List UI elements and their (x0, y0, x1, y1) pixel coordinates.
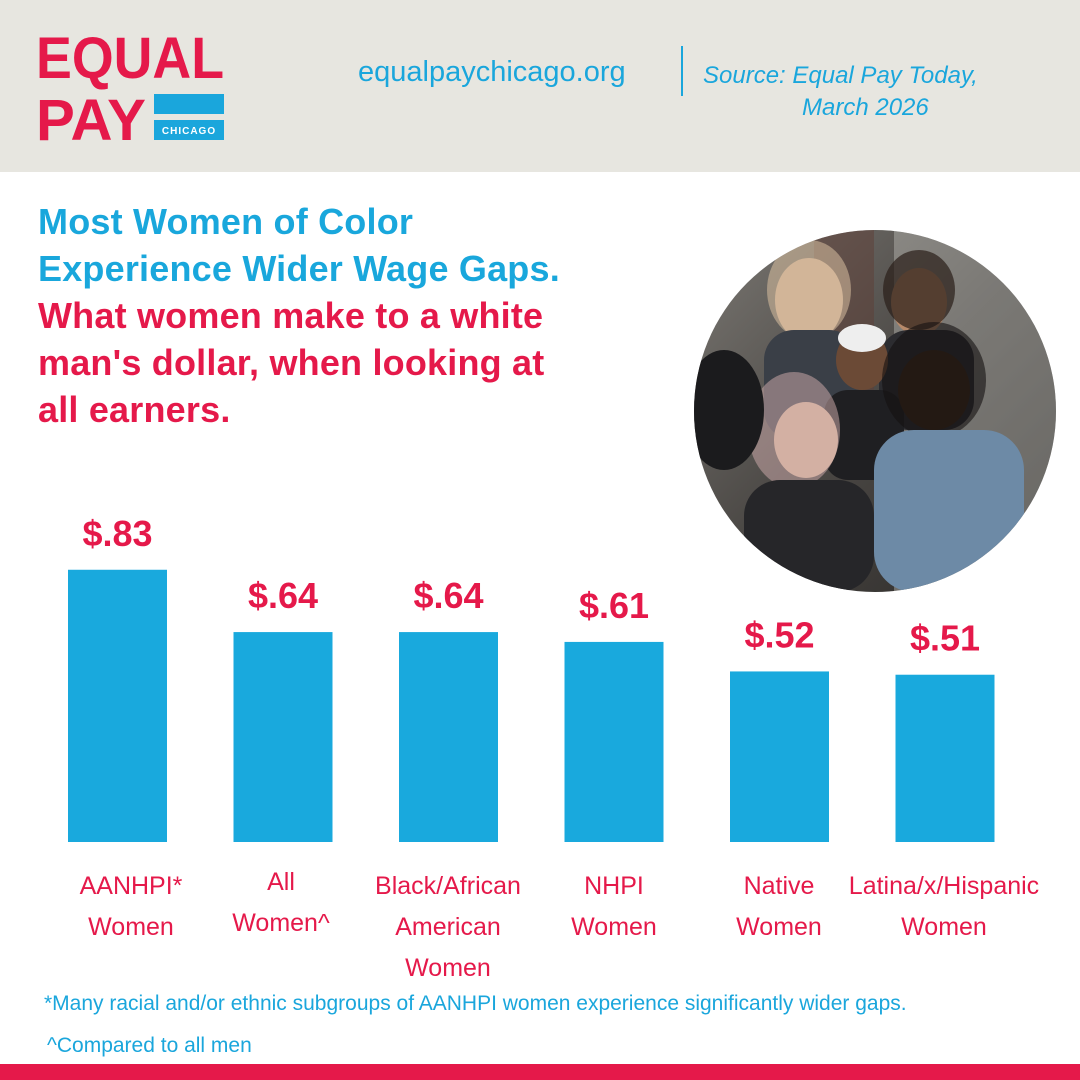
category-label-line: Women^ (232, 909, 330, 937)
category-label-2: Black/African American Women (353, 866, 543, 989)
logo-stripe (154, 94, 224, 114)
header-divider (681, 46, 683, 96)
source-line-2: March 2026 (802, 94, 929, 121)
bottom-accent-bar (0, 1064, 1080, 1080)
bar-5 (895, 674, 995, 842)
category-label-1: All Women^ (186, 862, 376, 944)
category-label-line: Latina/x/Hispanic (848, 872, 1040, 900)
data-label-1: $.64 (248, 575, 318, 616)
source-citation: Source: Equal Pay Today, March 2026 (703, 60, 978, 124)
category-label-line: American (395, 913, 501, 941)
logo-stripe (154, 120, 224, 140)
header: EQUAL PAY CHICAGO equalpaychicago.org So… (0, 0, 1080, 172)
category-label-line: Women (405, 954, 491, 982)
category-label-line: Women (736, 913, 822, 941)
category-label-0: AANHPI* Women (36, 866, 226, 948)
category-label-line: Women (901, 913, 987, 941)
bar-4 (730, 671, 829, 842)
bar-3 (564, 641, 664, 842)
category-label-4: Native Women (684, 866, 874, 948)
title-line-5: all earners. (38, 389, 231, 430)
footnote-all-women: ^Compared to all men (47, 1034, 252, 1057)
logo-word-equal: EQUAL (36, 26, 224, 91)
category-label-line: AANHPI* (79, 872, 183, 900)
logo-word-pay: PAY (36, 88, 146, 146)
category-label-line: Black/African (375, 872, 521, 900)
category-label-line: NHPI (584, 872, 644, 900)
category-label-line: Native (743, 872, 815, 900)
website-link[interactable]: equalpaychicago.org (358, 56, 626, 88)
source-line-1: Source: Equal Pay Today, (703, 62, 978, 89)
group-of-women-photo (694, 230, 1056, 592)
bar-2 (399, 632, 498, 842)
equal-pay-chicago-logo[interactable]: EQUAL PAY CHICAGO (36, 26, 226, 146)
data-label-5: $.51 (910, 618, 980, 659)
bar-chart: $.83 $.64 $.64 $.61 $.52 $.51 (0, 490, 1080, 860)
category-label-5: Latina/x/Hispanic Women (834, 866, 1054, 948)
category-label-line: All (267, 868, 295, 896)
data-label-3: $.61 (579, 585, 649, 626)
bar-1 (233, 632, 333, 842)
category-label-3: NHPI Women (519, 866, 709, 948)
title-line-3: What women make to a white (38, 295, 544, 336)
data-label-0: $.83 (82, 513, 152, 554)
bar-0 (68, 569, 167, 842)
title-line-4: man's dollar, when looking at (38, 342, 545, 383)
title-line-1: Most Women of Color (38, 201, 414, 242)
chart-title: Most Women of Color Experience Wider Wag… (38, 198, 678, 433)
category-label-line: Women (571, 913, 657, 941)
footnote-aanhpi: *Many racial and/or ethnic subgroups of … (44, 992, 907, 1015)
category-label-line: Women (88, 913, 174, 941)
data-label-2: $.64 (413, 575, 483, 616)
logo-subtitle: CHICAGO (162, 126, 216, 137)
title-line-2: Experience Wider Wage Gaps. (38, 248, 560, 289)
data-label-4: $.52 (744, 614, 814, 655)
